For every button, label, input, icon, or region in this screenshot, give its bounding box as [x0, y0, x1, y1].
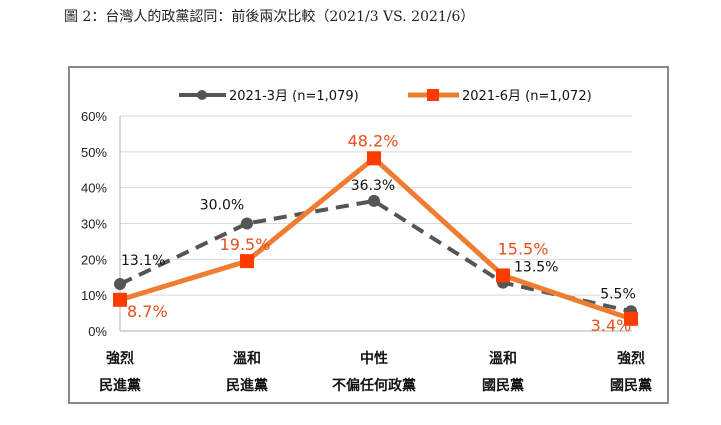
data-label-march: 5.5% — [600, 286, 636, 302]
data-label-march: 30.0% — [200, 198, 244, 214]
data-point-june — [367, 151, 381, 166]
x-category-label-line1: 強烈 — [617, 350, 645, 367]
data-point-june — [240, 254, 254, 269]
data-label-june: 48.2% — [348, 131, 399, 150]
y-tick-label: 0% — [88, 324, 107, 339]
legend-swatch-march-marker — [197, 90, 207, 100]
y-tick-label: 50% — [81, 145, 107, 160]
x-category-label-line2: 國民黨 — [610, 377, 652, 394]
x-category-label-line2: 民進黨 — [99, 377, 141, 394]
x-category-label-line2: 民進黨 — [226, 377, 268, 394]
x-category-label-line2: 國民黨 — [482, 377, 524, 394]
legend-label-june: 2021-6月 (n=1,072) — [462, 89, 592, 104]
legend-swatch-june-marker — [427, 89, 439, 101]
x-category-label-line1: 溫和 — [489, 350, 517, 367]
chart-frame — [68, 66, 669, 404]
y-tick-label: 30% — [81, 217, 107, 232]
x-category-label-line2: 不偏任何政黨 — [332, 377, 416, 394]
x-category-label-line1: 中性 — [360, 350, 388, 367]
data-label-june: 15.5% — [498, 239, 549, 258]
legend-label-march: 2021-3月 (n=1,079) — [229, 89, 359, 104]
y-tick-label: 20% — [81, 252, 107, 267]
data-label-june: 8.7% — [127, 302, 168, 321]
figure-title: 圖 2：台灣人的政黨認同：前後兩次比較（2021/3 VS. 2021/6） — [64, 9, 475, 25]
data-point-june — [496, 268, 510, 283]
data-point-june — [113, 292, 127, 307]
y-tick-label: 40% — [81, 181, 107, 196]
data-point-june — [624, 311, 638, 326]
data-label-march: 36.3% — [351, 178, 395, 194]
data-label-march: 13.1% — [121, 253, 165, 269]
data-label-june: 3.4% — [591, 316, 632, 335]
data-point-march — [114, 278, 126, 291]
y-tick-label: 10% — [81, 288, 107, 303]
y-tick-label: 60% — [81, 109, 107, 124]
x-category-label-line1: 強烈 — [106, 350, 134, 367]
data-point-march — [241, 217, 253, 230]
data-label-june: 19.5% — [220, 235, 271, 254]
data-label-march: 13.5% — [514, 260, 558, 276]
x-category-label-line1: 溫和 — [233, 350, 261, 367]
data-point-march — [368, 194, 380, 207]
